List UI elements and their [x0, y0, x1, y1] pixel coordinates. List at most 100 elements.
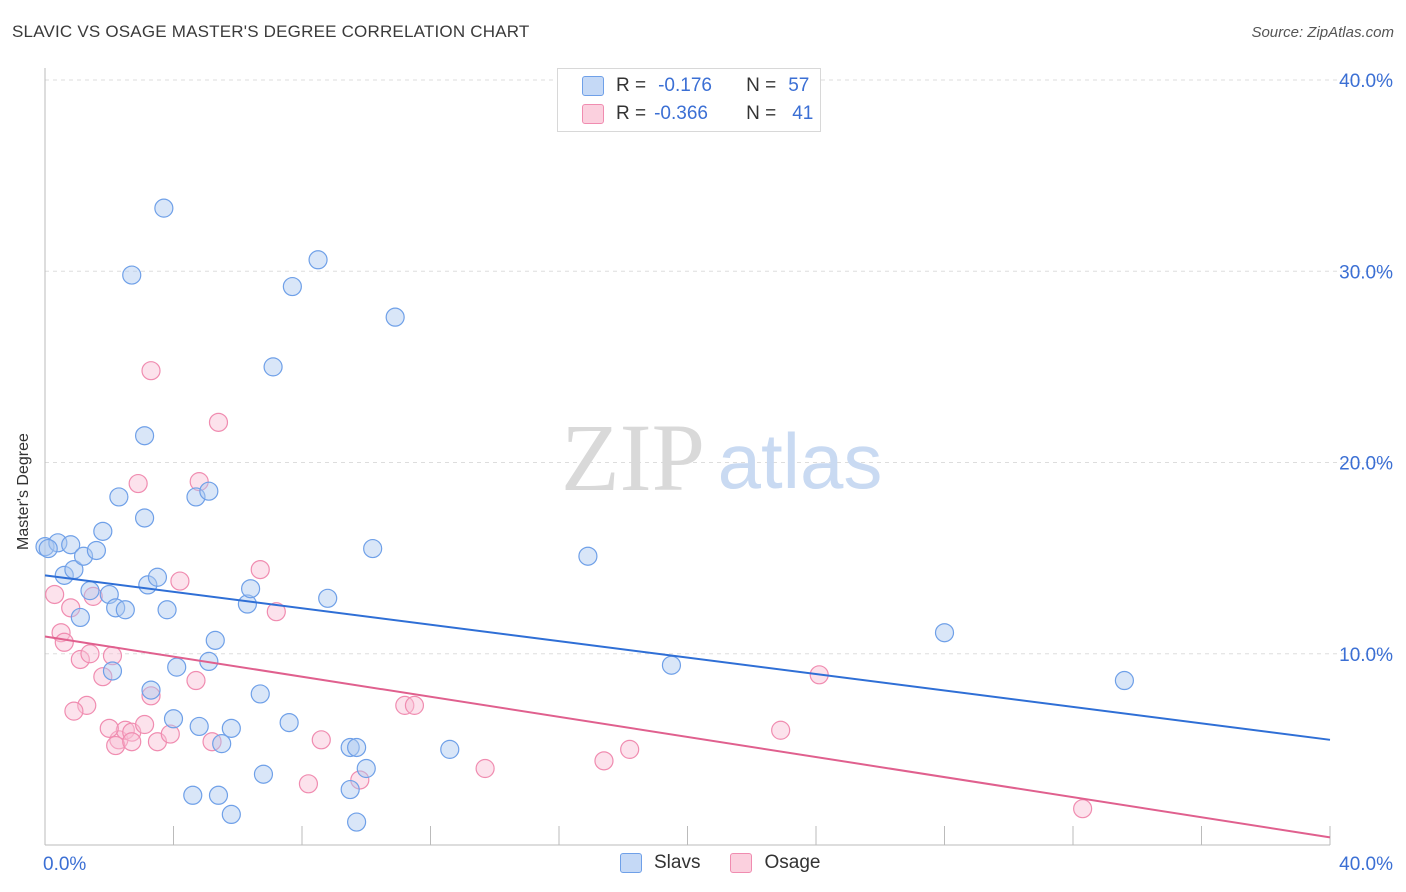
osage-point	[475, 758, 495, 779]
osage-point	[771, 720, 791, 740]
slavs-point	[122, 265, 142, 285]
slavs-point	[221, 718, 241, 738]
x-tick-label: 40.0%	[1339, 854, 1393, 875]
watermark: ZIP atlas	[561, 404, 882, 511]
legend-row-slavs: R = -0.176 N = 57	[582, 73, 809, 99]
osage-point	[250, 559, 270, 580]
slavs-point	[147, 567, 168, 587]
grid-lines	[45, 79, 1392, 655]
y-axis-label: Master's Degree	[15, 433, 32, 550]
y-tick-label: 30.0%	[1339, 262, 1393, 283]
tick-labels: 10.0% 20.0% 30.0% 40.0% 0.0% 40.0%	[43, 71, 1393, 875]
slavs-point	[70, 607, 90, 628]
watermark-zip: ZIP	[561, 404, 705, 511]
osage-point	[404, 695, 425, 715]
slavs-point	[237, 594, 257, 614]
legend-n-label: N =	[746, 75, 777, 96]
y-tick-label: 10.0%	[1339, 645, 1393, 666]
osage-point	[122, 732, 142, 752]
slavs-point	[38, 538, 58, 559]
slavs-point	[263, 357, 283, 377]
slavs-point	[199, 481, 219, 501]
axes	[44, 68, 1331, 846]
osage-point	[106, 735, 126, 756]
legend-r-value: -0.366	[654, 103, 708, 124]
slavs-point	[282, 276, 302, 297]
slavs-point	[250, 684, 270, 704]
legend-n-value: 41	[792, 103, 814, 124]
osage-point	[93, 667, 113, 687]
slavs-point	[157, 600, 177, 620]
slavs-point	[167, 657, 187, 677]
slavs-point	[189, 716, 209, 737]
osage-point	[70, 649, 90, 670]
slavs-point	[154, 198, 174, 218]
x-tick-label: 0.0%	[43, 854, 86, 875]
osage-points	[45, 361, 1093, 819]
slavs-point	[35, 537, 55, 557]
slavs-point	[356, 758, 376, 779]
osage-swatch	[582, 104, 604, 124]
slavs-point	[308, 250, 328, 270]
osage-point	[99, 718, 119, 738]
slavs-swatch	[620, 853, 642, 873]
legend-label-osage: Osage	[764, 852, 821, 873]
slavs-point	[134, 508, 155, 528]
chart-title: SLAVIC VS OSAGE MASTER'S DEGREE CORRELAT…	[12, 22, 530, 41]
trend-lines	[44, 574, 1331, 839]
osage-point	[141, 686, 161, 706]
slavs-point	[115, 600, 135, 620]
slavs-point	[1114, 670, 1135, 691]
osage-point	[202, 732, 222, 752]
slavs-point	[279, 712, 299, 733]
slavs-point	[109, 487, 129, 507]
osage-point	[83, 586, 103, 606]
series-legend: Slavs Osage	[620, 852, 850, 874]
slavs-point	[80, 581, 100, 601]
y-tick-label: 20.0%	[1339, 454, 1393, 475]
slavs-point	[241, 579, 261, 599]
osage-point	[208, 412, 229, 432]
slavs-point	[141, 680, 161, 700]
osage-point	[134, 714, 155, 735]
slavs-point	[661, 655, 682, 675]
slavs-point	[102, 661, 123, 681]
y-tick-label: 40.0%	[1339, 71, 1393, 92]
slavs-point	[106, 598, 126, 618]
osage-point	[266, 602, 286, 622]
slavs-point	[253, 764, 274, 784]
osage-point	[64, 701, 84, 721]
slavs-point	[347, 812, 367, 832]
slavs-point	[934, 623, 955, 643]
slavs-point	[363, 538, 383, 559]
slavs-point	[221, 804, 241, 825]
slavs-point	[54, 565, 74, 585]
slavs-point	[93, 521, 113, 541]
slavs-points	[35, 198, 1135, 832]
osage-point	[311, 730, 331, 750]
slavs-swatch	[582, 76, 604, 96]
correlation-legend: R = -0.176 N = 57 R = -0.366 N = 41	[557, 68, 821, 132]
slavs-point	[340, 779, 360, 800]
legend-item-osage: Osage	[730, 852, 820, 874]
slavs-point	[86, 540, 107, 561]
slavs-point	[318, 588, 338, 608]
osage-point	[1073, 799, 1093, 819]
legend-label-slavs: Slavs	[654, 852, 701, 873]
slavs-point	[440, 739, 460, 759]
slavs-point	[205, 630, 225, 650]
osage-point	[141, 361, 161, 381]
slavs-point	[347, 737, 367, 758]
slavs-trend-line	[44, 574, 1331, 741]
osage-point	[170, 571, 190, 591]
osage-point	[54, 632, 74, 652]
osage-swatch	[730, 853, 753, 873]
slavs-point	[183, 785, 203, 805]
osage-point	[45, 584, 65, 605]
osage-point	[298, 774, 319, 794]
legend-n-value: 57	[788, 75, 810, 96]
legend-r-label: R =	[616, 75, 647, 96]
osage-point	[395, 695, 415, 715]
legend-r-label: R =	[616, 103, 647, 124]
